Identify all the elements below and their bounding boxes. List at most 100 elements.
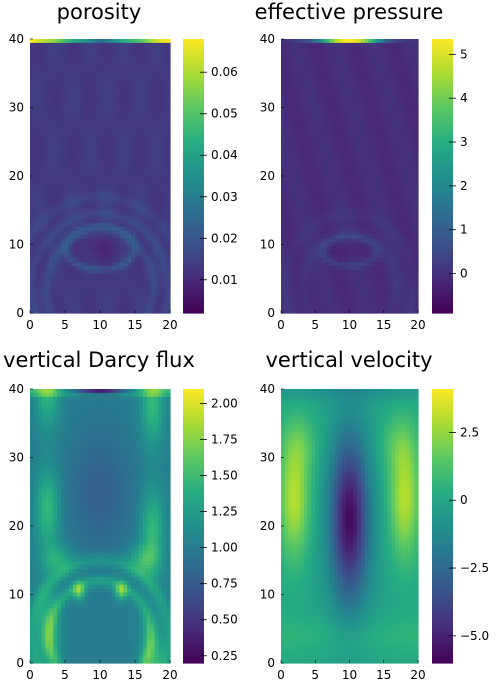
- heatmap-cell: [142, 160, 148, 165]
- heatmap-cell: [288, 117, 294, 122]
- heatmap-cell: [349, 199, 354, 204]
- heatmap-cell: [292, 234, 297, 240]
- colorbar-step: [183, 112, 204, 116]
- heatmap-cell: [30, 250, 35, 255]
- heatmap-cell: [398, 238, 404, 244]
- heatmap-cell: [406, 203, 411, 208]
- heatmap-cell: [150, 203, 156, 208]
- heatmap-cell: [115, 207, 121, 212]
- heatmap-cell: [300, 187, 305, 193]
- colorbar-step: [183, 96, 204, 101]
- heatmap-cell: [76, 176, 82, 181]
- heatmap-cell: [341, 148, 347, 154]
- heatmap-cell: [72, 93, 78, 99]
- heatmap-cell: [357, 195, 362, 201]
- heatmap-cell: [53, 269, 58, 275]
- heatmap-cell: [307, 152, 313, 158]
- heatmap-cell: [154, 187, 159, 193]
- heatmap-cell: [33, 199, 39, 204]
- heatmap-cell: [115, 222, 121, 228]
- heatmap-cell: [360, 234, 366, 240]
- heatmap-cell: [402, 132, 408, 138]
- heatmap-cell: [154, 101, 159, 107]
- heatmap-cell: [57, 285, 62, 291]
- heatmap-cell: [284, 172, 290, 177]
- heatmap-cell: [142, 273, 148, 279]
- heatmap-cell: [364, 132, 370, 138]
- heatmap-cell: [281, 172, 286, 177]
- heatmap-cell: [115, 293, 121, 298]
- heatmap-cell: [142, 246, 148, 251]
- heatmap-cell: [115, 176, 121, 181]
- colorbar-step: [183, 160, 204, 165]
- heatmap-cell: [330, 254, 335, 259]
- heatmap-cell: [154, 85, 159, 91]
- heatmap-cell: [103, 74, 109, 79]
- heatmap-cell: [80, 262, 86, 267]
- heatmap-cell: [154, 238, 159, 244]
- heatmap-cell: [303, 109, 309, 114]
- heatmap-cell: [162, 246, 167, 251]
- heatmap-cell: [100, 164, 105, 169]
- heatmap-cell: [338, 50, 343, 56]
- heatmap-cell: [33, 176, 39, 181]
- heatmap-cell: [45, 230, 51, 236]
- heatmap-cell: [100, 222, 105, 228]
- heatmap-cell: [76, 140, 82, 146]
- heatmap-cell: [57, 238, 62, 244]
- heatmap-cell: [158, 258, 163, 263]
- heatmap-cell: [372, 117, 377, 122]
- heatmap-cell: [319, 164, 324, 169]
- heatmap-cell: [288, 85, 294, 91]
- heatmap-cell: [96, 234, 101, 240]
- heatmap-cell: [349, 113, 354, 118]
- heatmap-cell: [30, 238, 35, 244]
- heatmap-cell: [395, 207, 400, 212]
- heatmap-cell: [395, 156, 400, 161]
- heatmap-cell: [334, 176, 339, 181]
- heatmap-cell: [376, 179, 381, 185]
- heatmap-cell: [33, 82, 39, 87]
- heatmap-cell: [119, 46, 124, 52]
- heatmap-cell: [100, 293, 105, 298]
- heatmap-cell: [92, 152, 97, 158]
- heatmap-cell: [96, 179, 101, 185]
- heatmap-cell: [326, 140, 332, 146]
- heatmap-cell: [119, 42, 124, 48]
- heatmap-cell: [315, 176, 320, 181]
- heatmap-cell: [53, 277, 58, 283]
- heatmap-cell: [345, 226, 351, 232]
- heatmap-cell: [162, 250, 167, 255]
- heatmap-cell: [410, 46, 415, 52]
- heatmap-cell: [131, 203, 136, 208]
- heatmap-cell: [398, 242, 404, 248]
- heatmap-cell: [37, 105, 43, 111]
- heatmap-cell: [100, 191, 105, 197]
- heatmap-cell: [115, 179, 121, 185]
- heatmap-cell: [292, 97, 297, 103]
- heatmap-cell: [72, 85, 78, 91]
- heatmap-cell: [315, 168, 320, 173]
- heatmap-cell: [57, 242, 62, 248]
- heatmap-cell: [368, 168, 373, 173]
- heatmap-cell: [383, 191, 389, 197]
- heatmap-cell: [72, 254, 78, 259]
- heatmap-cell: [398, 285, 404, 291]
- heatmap-cell: [45, 301, 51, 306]
- heatmap-cell: [406, 140, 411, 146]
- heatmap-cell: [107, 219, 113, 224]
- heatmap-cell: [330, 258, 335, 263]
- heatmap-cell: [57, 62, 62, 67]
- heatmap-cell: [383, 97, 389, 103]
- heatmap-cell: [368, 183, 373, 189]
- heatmap-cell: [53, 309, 58, 314]
- heatmap-cell: [100, 234, 105, 240]
- heatmap-cell: [284, 82, 290, 87]
- heatmap-cell: [158, 129, 163, 134]
- heatmap-cell: [406, 82, 411, 87]
- heatmap-cell: [84, 101, 89, 107]
- heatmap-cell: [387, 144, 392, 150]
- heatmap-cell: [30, 74, 35, 79]
- heatmap-cell: [53, 238, 58, 244]
